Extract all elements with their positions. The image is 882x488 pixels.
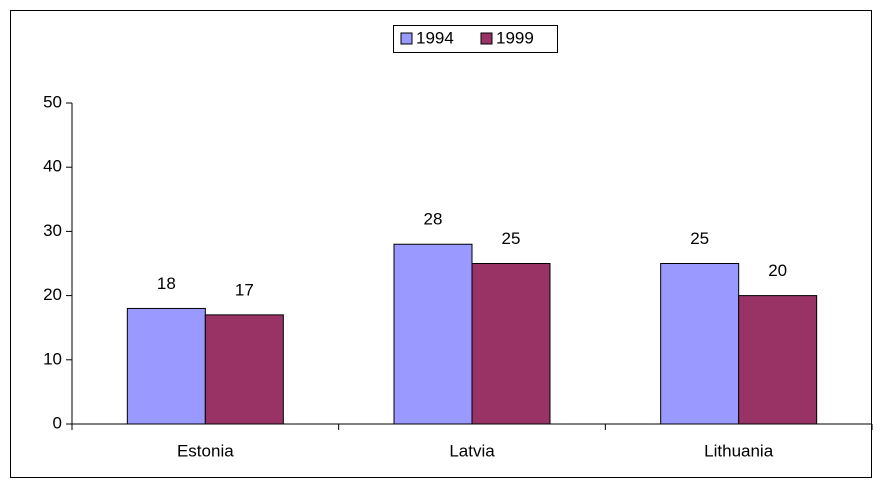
bar	[204, 314, 284, 425]
x-tick-label: Estonia	[177, 441, 234, 460]
y-tick-label: 50	[43, 92, 62, 111]
bar	[660, 263, 740, 425]
bar	[471, 263, 551, 425]
y-tick-label: 30	[43, 221, 62, 240]
legend-label: 1994	[416, 28, 454, 47]
bar	[126, 307, 206, 425]
legend-box	[393, 25, 558, 53]
y-tick-label: 20	[43, 285, 62, 304]
y-tick-label: 40	[43, 157, 62, 176]
data-label: 17	[235, 280, 254, 299]
data-label: 25	[690, 229, 709, 248]
bar	[738, 295, 818, 425]
legend-swatch	[480, 32, 493, 45]
x-tick-label: Lithuania	[704, 441, 774, 460]
legend-swatch	[400, 32, 413, 45]
data-label: 28	[424, 210, 443, 229]
bar	[393, 243, 473, 425]
legend-label: 1999	[496, 28, 534, 47]
data-label: 25	[502, 229, 521, 248]
data-label: 20	[768, 261, 787, 280]
data-label: 18	[157, 274, 176, 293]
y-tick-label: 10	[43, 349, 62, 368]
x-tick-label: Latvia	[449, 441, 495, 460]
y-tick-label: 0	[53, 413, 62, 432]
